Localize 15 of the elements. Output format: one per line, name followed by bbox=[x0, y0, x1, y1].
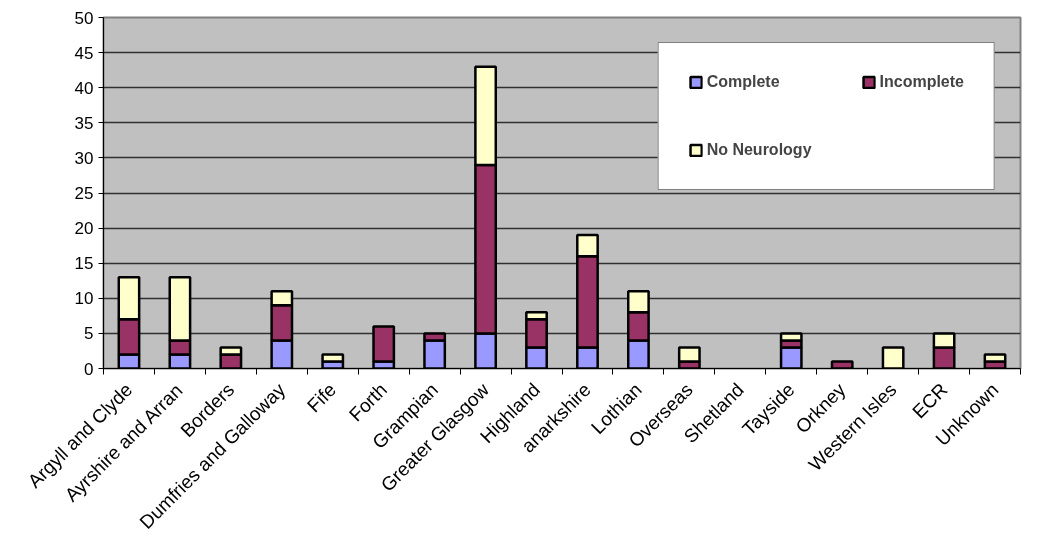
x-tick-label: Fife bbox=[302, 379, 341, 417]
y-tick-label: 30 bbox=[74, 148, 94, 168]
y-tick-label: 50 bbox=[74, 8, 94, 28]
legend-label: No Neurology bbox=[706, 141, 812, 159]
y-tick-label: 25 bbox=[74, 184, 94, 203]
y-tick-label: 45 bbox=[74, 43, 94, 63]
legend-label: Complete bbox=[706, 73, 780, 91]
y-tick-label: 0 bbox=[84, 359, 94, 379]
y-tick-label: 5 bbox=[84, 324, 94, 344]
y-tick-label: 10 bbox=[74, 289, 94, 309]
y-tick-label: 20 bbox=[74, 219, 94, 239]
y-tick-label: 40 bbox=[74, 78, 94, 98]
y-tick-label: 35 bbox=[74, 113, 94, 133]
y-tick-label: 15 bbox=[74, 254, 94, 274]
legend-label: Incomplete bbox=[879, 73, 964, 91]
